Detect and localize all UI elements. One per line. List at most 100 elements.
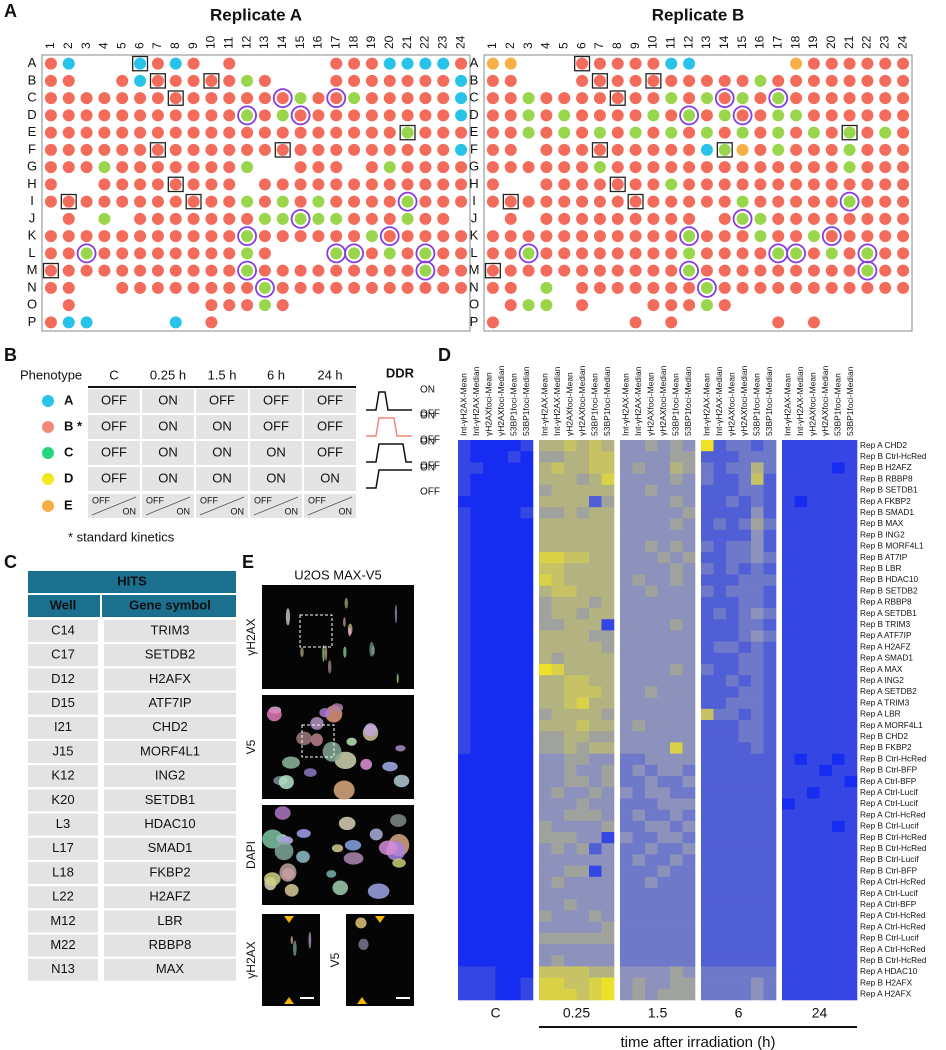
heatmap-cell — [564, 462, 577, 474]
phenotype-name: A — [64, 392, 74, 407]
well-dot — [401, 247, 414, 260]
heatmap-cell — [713, 518, 727, 530]
heatmap-cell — [564, 585, 577, 598]
well-dot — [365, 281, 378, 294]
well-dot — [241, 299, 254, 312]
row-label: Rep B AT7IP — [860, 552, 908, 562]
heatmap-cell — [520, 686, 534, 698]
heatmap-cell — [508, 630, 521, 642]
heatmap-cell — [470, 910, 484, 922]
heatmap-cell — [844, 720, 858, 732]
heatmap-cell — [458, 932, 471, 945]
well-dot — [383, 264, 396, 277]
well-dot — [540, 143, 553, 156]
column-number: 7 — [592, 42, 606, 49]
heatmap-cell — [726, 451, 739, 463]
well-dot — [294, 230, 307, 243]
cell-value: ON — [231, 506, 245, 516]
gene-symbol: FKBP2 — [149, 864, 190, 879]
well-dot — [330, 74, 343, 87]
well-dot — [330, 57, 343, 70]
heatmap-cell — [832, 843, 845, 855]
well-dot — [223, 195, 236, 208]
cell-value: ON — [266, 444, 286, 459]
heatmap-cell — [483, 496, 496, 508]
heatmap-cell — [551, 832, 565, 844]
heatmap-cell — [738, 865, 752, 878]
well-dot — [62, 281, 75, 294]
well-dot — [383, 195, 396, 208]
heatmap-cell — [738, 552, 752, 564]
heatmap-cell — [794, 955, 808, 967]
heatmap-cell — [657, 484, 671, 497]
well-dot — [455, 143, 468, 156]
heatmap-cell — [645, 832, 658, 844]
well-id: L18 — [52, 864, 74, 879]
cell-signal — [343, 646, 347, 658]
heatmap-cell — [701, 664, 714, 676]
heatmap-cell — [601, 988, 615, 1001]
heatmap-cell — [807, 932, 820, 945]
well-dot — [276, 126, 289, 139]
heatmap-cell — [726, 473, 739, 486]
heatmap-cell — [782, 899, 795, 911]
well-dot — [62, 212, 75, 225]
heatmap-cell — [483, 619, 496, 631]
well-dot — [879, 264, 892, 277]
well-dot — [700, 230, 713, 243]
well-dot — [365, 247, 378, 260]
column-label: 53BP1foci-Mean — [752, 373, 762, 436]
heatmap-cell — [763, 686, 777, 698]
heatmap-cell — [794, 596, 808, 609]
heatmap-cell — [763, 540, 777, 553]
heatmap-cell — [576, 932, 590, 945]
heatmap-cell — [844, 473, 858, 486]
heatmap-cell — [520, 708, 534, 721]
heatmap-cell — [807, 955, 820, 967]
heatmap-cell — [670, 585, 683, 598]
well-dot — [44, 161, 57, 174]
heatmap-cell — [657, 563, 671, 575]
heatmap-cell — [458, 731, 471, 743]
well-dot — [116, 230, 129, 243]
heatmap-cell — [726, 764, 739, 777]
column-number: 17 — [770, 35, 784, 49]
heatmap-cell — [670, 641, 683, 654]
row-letter: K — [28, 228, 37, 243]
heatmap-cell — [589, 966, 602, 978]
well-dot — [843, 143, 856, 156]
heatmap-cell — [601, 843, 615, 855]
heatmap-cell — [807, 596, 820, 609]
heatmap-cell — [458, 585, 471, 598]
well-dot — [807, 74, 820, 87]
well-dot — [455, 109, 468, 122]
heatmap-cell — [520, 910, 534, 922]
heatmap-cell — [713, 563, 727, 575]
well-dot — [365, 143, 378, 156]
heatmap-cell — [832, 876, 845, 889]
heatmap-cell — [751, 944, 764, 956]
heatmap-cell — [844, 787, 858, 799]
heatmap-cell — [483, 484, 496, 497]
heatmap-cell — [620, 776, 633, 788]
well-dot — [401, 57, 414, 70]
well-dot — [647, 230, 660, 243]
well-dot — [576, 299, 589, 312]
well-dot — [348, 247, 361, 260]
heatmap-cell — [819, 686, 833, 698]
heatmap-cell — [738, 820, 752, 833]
well-dot — [348, 264, 361, 277]
cell — [104, 716, 236, 739]
well-dot — [665, 57, 678, 70]
heatmap-cell — [564, 652, 577, 665]
heatmap-cell — [576, 955, 590, 967]
well-dot — [241, 264, 254, 277]
heatmap-cell — [564, 518, 577, 530]
well-dot — [205, 178, 218, 191]
heatmap-cell — [576, 462, 590, 474]
well-dot — [437, 161, 450, 174]
heatmap-cell — [601, 854, 615, 866]
well-dot — [330, 92, 343, 105]
heatmap-cell — [844, 585, 858, 598]
heatmap-cell — [713, 899, 727, 911]
